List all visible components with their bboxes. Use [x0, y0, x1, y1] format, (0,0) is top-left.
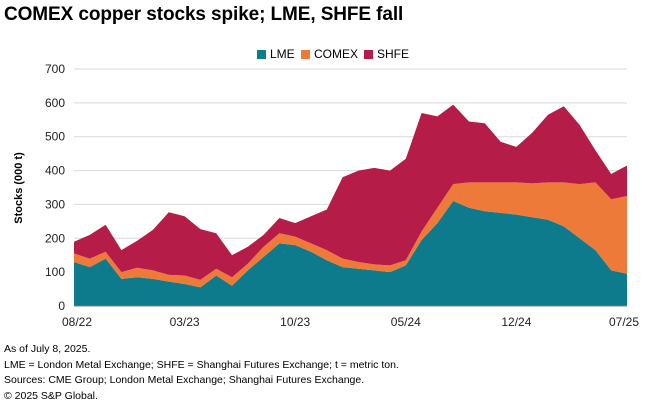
legend-swatch-lme [257, 49, 266, 59]
legend-item-comex: COMEX [301, 47, 358, 61]
series-area-shfe [74, 104, 627, 280]
series-area-comex [74, 182, 627, 288]
footnotes: As of July 8, 2025. LME = London Metal E… [4, 342, 399, 404]
x-tick-label: 03/23 [170, 315, 200, 329]
x-tick-label: 10/23 [280, 315, 310, 329]
y-tick-label: 200 [45, 231, 65, 245]
area-layer [74, 104, 627, 306]
y-tick-label: 100 [45, 265, 65, 279]
legend-item-shfe: SHFE [364, 47, 409, 61]
series-area-lme [74, 201, 627, 306]
x-tick-label: 12/24 [501, 315, 531, 329]
note-abbreviations: LME = London Metal Exchange; SHFE = Shan… [4, 358, 399, 371]
x-tick-label: 07/25 [609, 315, 639, 329]
y-tick-label: 500 [45, 130, 65, 144]
y-tick-label: 600 [45, 96, 65, 110]
legend-label-shfe: SHFE [377, 47, 410, 61]
note-copyright: © 2025 S&P Global. [4, 389, 98, 402]
x-tick-label: 08/22 [62, 315, 92, 329]
chart-title: COMEX copper stocks spike; LME, SHFE fal… [4, 4, 404, 25]
chart-legend: LME COMEX SHFE [0, 47, 660, 65]
y-tick-label: 700 [45, 62, 65, 76]
legend-item-lme: LME [257, 47, 295, 61]
legend-swatch-comex [301, 49, 310, 59]
y-tick-label: 0 [58, 299, 65, 313]
axis-layer: 0 100 200 300 400 500 600 700 08/22 03/23 10/23 05/… [45, 62, 639, 329]
y-tick-label: 400 [45, 164, 65, 178]
legend-swatch-shfe [364, 49, 373, 59]
chart-plot: 0 100 200 300 400 500 600 700 08/22 03/23 10/23 05/… [13, 62, 639, 329]
y-tick-label: 300 [45, 197, 65, 211]
legend-label-comex: COMEX [314, 47, 359, 61]
legend-label-lme: LME [270, 47, 295, 61]
note-date: As of July 8, 2025. [4, 343, 91, 355]
x-tick-label: 05/24 [391, 315, 421, 329]
note-sources: Sources: CME Group; London Metal Exchang… [4, 374, 365, 386]
y-axis-label: Stocks (000 t) [13, 152, 25, 224]
